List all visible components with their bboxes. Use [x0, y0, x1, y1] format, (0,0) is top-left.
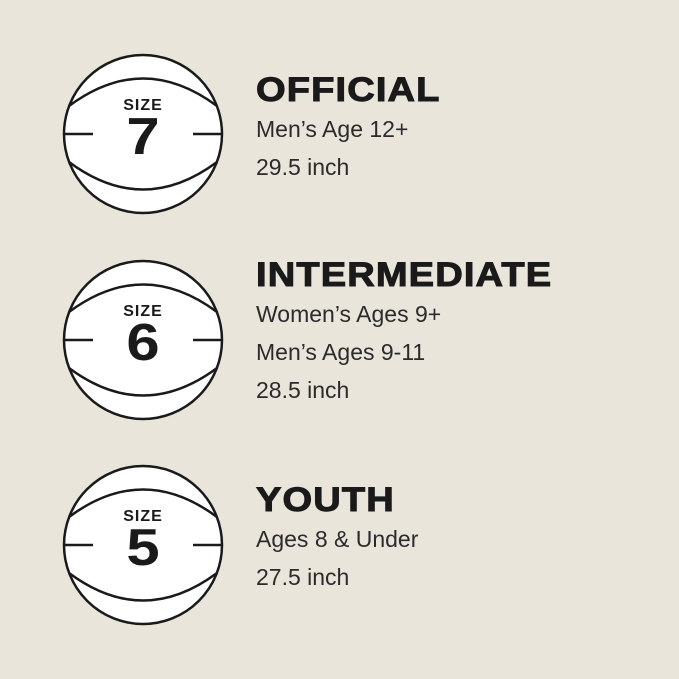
basketball-icon: SIZE 5 [60, 462, 226, 628]
size-detail: Men’s Ages 9-11 [256, 339, 426, 365]
basketball-icon: SIZE 6 [60, 257, 226, 423]
basketball-icon: SIZE 7 [60, 51, 226, 217]
size-label: SIZE [123, 508, 163, 525]
size-title: YOUTH [255, 481, 395, 520]
size-info: INTERMEDIATE Women’s Ages 9+ Men’s Ages 9-… [255, 255, 551, 409]
size-detail: Men’s Age 12+ [256, 116, 409, 142]
size-title: OFFICIAL [255, 71, 441, 110]
size-number: 7 [126, 108, 160, 166]
size-label: SIZE [123, 303, 163, 320]
size-title: INTERMEDIATE [255, 256, 553, 295]
size-detail: 27.5 inch [256, 564, 350, 590]
size-info: YOUTH Ages 8 & Under 27.5 inch [255, 480, 419, 596]
size-detail: 29.5 inch [256, 154, 350, 180]
size-number: 5 [126, 519, 160, 577]
size-info: OFFICIAL Men’s Age 12+ 29.5 inch [255, 70, 440, 186]
size-number: 6 [126, 314, 160, 372]
size-label: SIZE [123, 97, 163, 114]
size-detail: Ages 8 & Under [256, 526, 419, 552]
size-detail: 28.5 inch [256, 377, 350, 403]
size-detail: Women’s Ages 9+ [256, 301, 442, 327]
